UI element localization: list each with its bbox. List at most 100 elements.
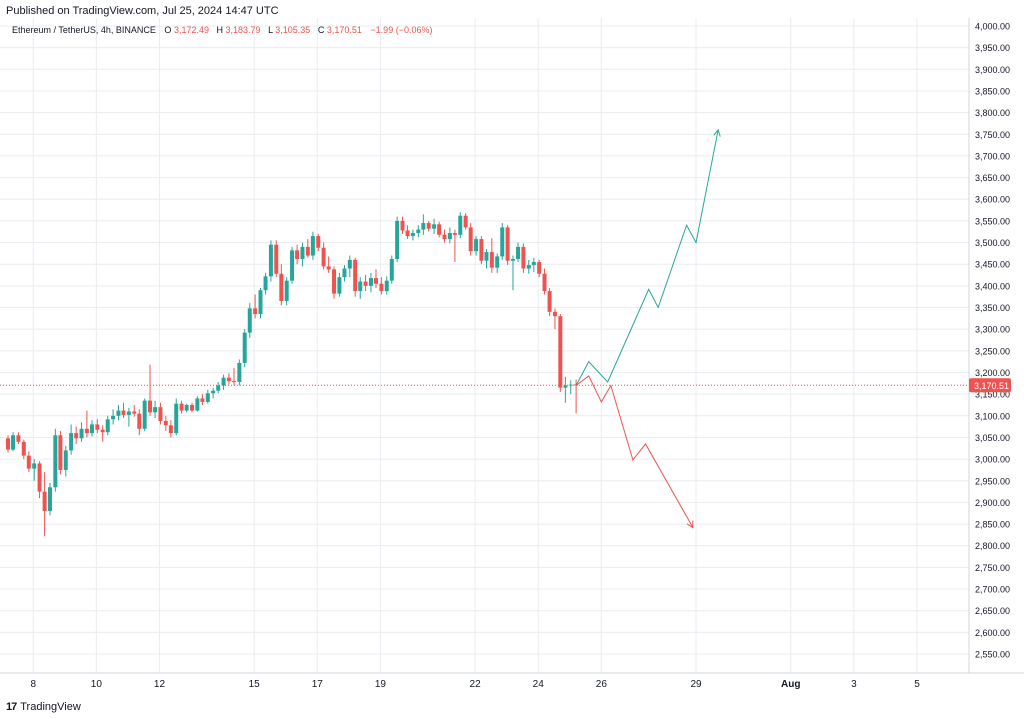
candle-body — [242, 332, 247, 363]
candle-body — [489, 252, 494, 268]
candle-body — [531, 262, 536, 266]
bearish-projection-arrowhead — [686, 520, 694, 529]
candle-body — [200, 398, 205, 402]
x-tick-label: 17 — [312, 679, 324, 690]
legend-high-label: H — [217, 25, 224, 35]
candle-body — [505, 227, 510, 261]
candle-body — [521, 246, 526, 269]
candle-body — [58, 435, 63, 470]
price-axis[interactable]: 2,550.00 2,600.00 2,650.00 2,700.00 2,750.00… — [968, 18, 1010, 673]
x-tick-label: 24 — [533, 679, 545, 690]
y-tick-label: 3,550.00 — [975, 216, 1010, 226]
bullish-projection-arrowhead — [713, 128, 721, 137]
candle-body — [11, 435, 16, 450]
candle-body — [184, 404, 189, 411]
y-tick-label: 2,950.00 — [975, 476, 1010, 486]
x-tick-label: 3 — [851, 679, 857, 690]
candle-body — [279, 273, 284, 302]
candle-body — [416, 229, 421, 234]
candle-body — [379, 283, 384, 292]
projection-annotations — [575, 128, 721, 529]
last-price-tag-bg — [969, 378, 1011, 393]
candle-body — [174, 403, 179, 434]
candle-body — [510, 259, 515, 261]
candle-body — [216, 385, 221, 391]
candle-body — [342, 268, 347, 278]
candle-body — [148, 400, 153, 413]
y-tick-label: 3,750.00 — [975, 130, 1010, 140]
legend-symbol: Ethereum / TetherUS, 4h, BINANCE — [12, 25, 156, 35]
y-tick-label: 2,650.00 — [975, 606, 1010, 616]
candle-body — [100, 429, 105, 433]
x-tick-label: 26 — [596, 679, 608, 690]
candle-body — [105, 419, 110, 433]
candle-body — [305, 246, 310, 256]
y-tick-label: 3,950.00 — [975, 43, 1010, 53]
y-tick-label: 3,800.00 — [975, 108, 1010, 118]
y-tick-label: 2,600.00 — [975, 628, 1010, 638]
y-tick-label: 3,650.00 — [975, 173, 1010, 183]
candle-body — [226, 377, 231, 382]
y-tick-label: 2,900.00 — [975, 498, 1010, 508]
candle-body — [274, 244, 279, 274]
candle-body — [79, 428, 84, 439]
candle-body — [395, 220, 400, 260]
candle-body — [389, 259, 394, 281]
y-tick-label: 2,700.00 — [975, 585, 1010, 595]
candle-body — [247, 308, 252, 333]
last-price-tag: 3,170.51 — [969, 378, 1011, 393]
brand-name: TradingView — [20, 701, 81, 713]
candle-body — [479, 239, 484, 261]
candle-body — [400, 220, 405, 231]
y-tick-label: 3,900.00 — [975, 65, 1010, 75]
candle-body — [190, 404, 195, 411]
price-chart[interactable]: 2,550.00 2,600.00 2,650.00 2,700.00 2,750.00… — [0, 18, 1024, 695]
y-tick-label: 3,050.00 — [975, 433, 1010, 443]
candle-body — [358, 281, 363, 292]
x-tick-label: 12 — [154, 679, 166, 690]
x-tick-label: 8 — [30, 679, 36, 690]
candle-body — [537, 262, 542, 274]
candle-body — [84, 428, 89, 434]
candle-body — [437, 224, 442, 235]
y-tick-label: 3,450.00 — [975, 260, 1010, 270]
candle-body — [526, 265, 531, 269]
candle-body — [384, 280, 389, 292]
candle-body — [168, 425, 173, 434]
time-axis[interactable]: 8 10 12 15 17 19 22 24 26 29 Aug 3 5 — [0, 672, 1024, 690]
candle-body — [258, 290, 263, 315]
legend-close: 3,170.51 — [327, 25, 362, 35]
candle-body — [495, 256, 500, 268]
candle-body — [37, 463, 42, 492]
candle-body — [368, 278, 373, 286]
x-tick-label: 22 — [470, 679, 482, 690]
legend-row: Ethereum / TetherUS, 4h, BINANCE O 3,172… — [12, 25, 432, 35]
y-tick-label: 2,550.00 — [975, 650, 1010, 660]
legend-high: 3,183.79 — [226, 25, 261, 35]
candle-body — [442, 234, 447, 240]
x-tick-label: 5 — [914, 679, 920, 690]
candle-body — [95, 424, 100, 430]
legend-open-label: O — [164, 25, 171, 35]
candle-body — [231, 381, 236, 383]
candle-body — [69, 433, 74, 451]
candle-body — [552, 311, 557, 317]
y-tick-label: 3,250.00 — [975, 346, 1010, 356]
candle-body — [563, 385, 568, 388]
bearish-projection-line — [575, 375, 694, 528]
footer: 17 TradingView — [6, 699, 81, 715]
candle-body — [47, 487, 52, 512]
x-tick-label: 15 — [249, 679, 261, 690]
candle-body — [211, 390, 216, 394]
candle-body — [447, 233, 452, 240]
candle-body — [42, 491, 47, 512]
legend-open: 3,172.49 — [174, 25, 209, 35]
y-tick-label: 3,150.00 — [975, 390, 1010, 400]
candle-body — [326, 266, 331, 270]
y-tick-label: 3,200.00 — [975, 368, 1010, 378]
y-tick-label: 3,300.00 — [975, 325, 1010, 335]
y-tick-label: 3,350.00 — [975, 303, 1010, 313]
y-tick-label: 3,700.00 — [975, 151, 1010, 161]
candle-body — [53, 435, 58, 488]
candle-body — [16, 435, 21, 442]
